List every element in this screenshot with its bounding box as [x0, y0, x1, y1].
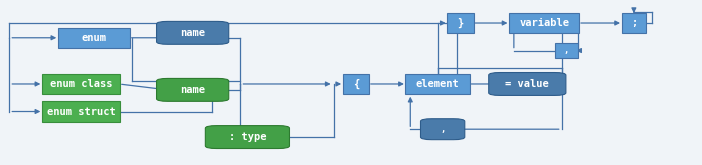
- FancyBboxPatch shape: [42, 101, 120, 122]
- Text: : type: : type: [229, 132, 266, 142]
- FancyBboxPatch shape: [157, 21, 229, 44]
- Text: name: name: [180, 28, 205, 38]
- Text: element: element: [416, 79, 460, 89]
- Text: enum: enum: [81, 33, 107, 43]
- FancyBboxPatch shape: [206, 126, 289, 148]
- Text: name: name: [180, 85, 205, 95]
- FancyBboxPatch shape: [157, 78, 229, 101]
- FancyBboxPatch shape: [447, 13, 474, 33]
- FancyBboxPatch shape: [420, 119, 465, 140]
- Text: ,: ,: [564, 46, 569, 55]
- Text: {: {: [353, 79, 359, 89]
- FancyBboxPatch shape: [42, 74, 120, 94]
- FancyBboxPatch shape: [621, 13, 647, 33]
- FancyBboxPatch shape: [58, 28, 131, 48]
- FancyBboxPatch shape: [509, 13, 579, 33]
- Text: enum class: enum class: [50, 79, 112, 89]
- Text: = value: = value: [505, 79, 549, 89]
- Text: ;: ;: [631, 18, 637, 28]
- FancyBboxPatch shape: [489, 73, 566, 95]
- FancyBboxPatch shape: [405, 74, 470, 94]
- FancyBboxPatch shape: [343, 74, 369, 94]
- FancyBboxPatch shape: [555, 43, 578, 58]
- Text: ,: ,: [440, 125, 445, 134]
- Text: variable: variable: [519, 18, 569, 28]
- Text: enum struct: enum struct: [47, 106, 115, 116]
- Text: }: }: [458, 18, 464, 28]
